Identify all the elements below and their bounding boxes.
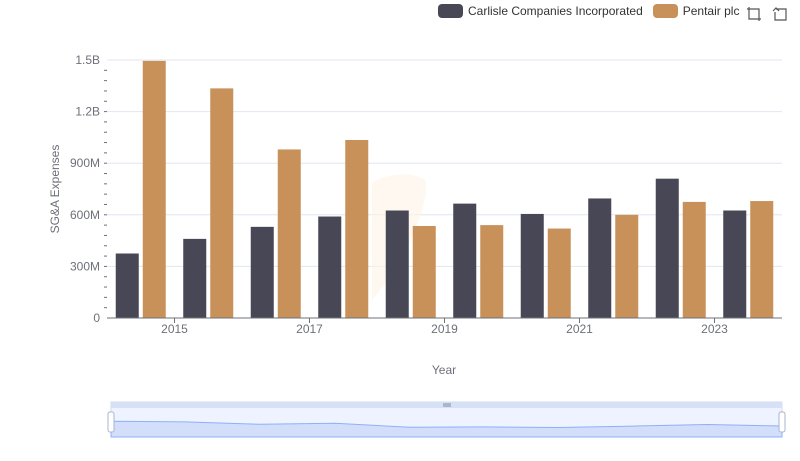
bar-pentair-2014[interactable] [142, 60, 166, 319]
y-tick-label: 300M [70, 259, 100, 273]
y-tick-label: 600M [70, 208, 100, 222]
legend-item-pentair[interactable]: Pentair plc [652, 4, 740, 18]
restore-icon[interactable] [772, 6, 788, 22]
x-tick-labels: 2015 2017 2019 2021 2023 [161, 318, 728, 336]
zoom-icon[interactable] [746, 6, 762, 22]
y-tick-label: 900M [70, 156, 100, 170]
bar-carlisle-2018[interactable] [385, 210, 409, 319]
x-tick-label: 2023 [701, 322, 728, 336]
y-tick-labels: 0 300M 600M 900M 1.2B 1.5B [70, 53, 100, 325]
bar-pentair-2016[interactable] [277, 149, 301, 318]
bar-pentair-2023[interactable] [750, 201, 774, 318]
y-tick-label: 1.2B [75, 105, 100, 119]
legend-label-carlisle: Carlisle Companies Incorporated [468, 4, 643, 18]
bar-carlisle-2016[interactable] [250, 226, 274, 318]
zoom-move-handle[interactable] [443, 403, 451, 407]
bar-carlisle-2014[interactable] [115, 253, 139, 319]
bar-pentair-2018[interactable] [412, 225, 436, 318]
bar-carlisle-2022[interactable] [655, 178, 679, 318]
legend-swatch-carlisle [438, 4, 463, 18]
bar-pentair-2020[interactable] [547, 228, 571, 318]
legend-item-carlisle[interactable]: Carlisle Companies Incorporated [438, 4, 643, 18]
bar-carlisle-2021[interactable] [588, 198, 612, 318]
y-axis-title: SG&A Expenses [48, 145, 62, 234]
zoom-handle-right[interactable] [778, 411, 786, 433]
x-tick-label: 2015 [161, 322, 188, 336]
bar-carlisle-2023[interactable] [723, 210, 747, 319]
y-tick-label: 0 [93, 311, 100, 325]
data-zoom-slider[interactable] [107, 401, 786, 438]
bar-pentair-2015[interactable] [210, 88, 234, 318]
toolbox [746, 6, 788, 22]
grid-lines [107, 59, 782, 267]
x-axis-title: Year [432, 363, 456, 377]
legend: Carlisle Companies Incorporated Pentair … [438, 4, 739, 18]
bar-pentair-2021[interactable] [615, 214, 639, 318]
bar-carlisle-2017[interactable] [318, 216, 342, 318]
bar-pentair-2019[interactable] [480, 225, 504, 318]
bar-carlisle-2015[interactable] [183, 238, 207, 318]
bar-pentair-2017[interactable] [345, 139, 369, 318]
y-minor-ticks [104, 69, 107, 309]
x-tick-label: 2021 [566, 322, 593, 336]
legend-swatch-pentair [652, 4, 678, 18]
bars [115, 60, 774, 319]
x-tick-label: 2019 [431, 322, 458, 336]
bar-pentair-2022[interactable] [682, 201, 706, 318]
bar-carlisle-2019[interactable] [453, 203, 477, 318]
zoom-handle-left[interactable] [107, 411, 115, 433]
y-tick-label: 1.5B [75, 53, 100, 67]
x-tick-label: 2017 [296, 322, 323, 336]
bar-carlisle-2020[interactable] [520, 213, 544, 318]
legend-label-pentair: Pentair plc [682, 4, 740, 18]
